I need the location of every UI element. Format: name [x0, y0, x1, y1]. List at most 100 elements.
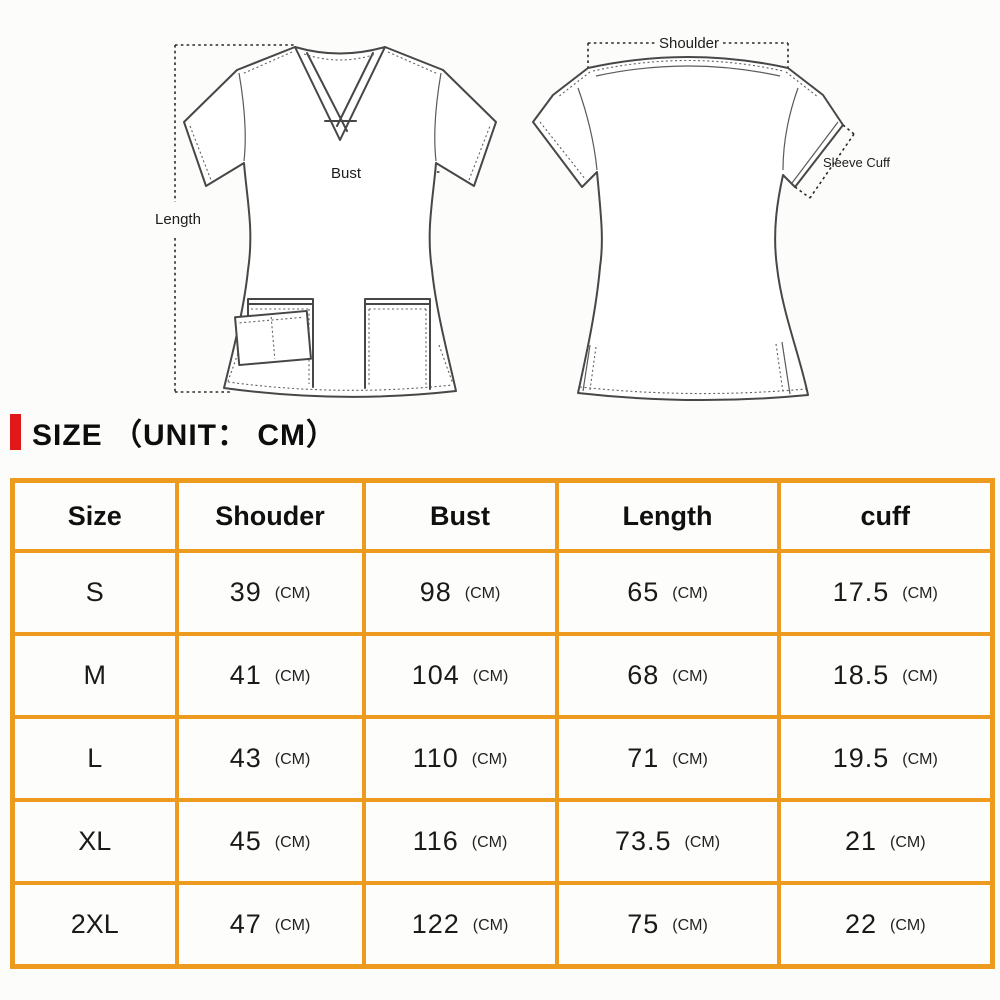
bust-label: Bust: [331, 165, 362, 182]
measure-number: 47: [229, 909, 262, 939]
cuff-value: 18.5 (CM): [776, 632, 995, 719]
measure-unit: (CM): [274, 916, 311, 934]
right-hip-pocket: [364, 298, 431, 390]
front-armhole-seams: [238, 72, 442, 162]
measure-number: 19.5: [832, 743, 890, 773]
measure-unit: (CM): [672, 916, 708, 934]
cuff-value: 19.5 (CM): [776, 715, 995, 802]
bust-value: 116 (CM): [361, 798, 559, 885]
measure-number: 45: [229, 826, 262, 856]
length-value: 71 (CM): [554, 715, 781, 802]
size-row-l: L 43 (CM) 110 (CM) 71 (CM) 19.5 (CM): [10, 715, 995, 802]
measure-unit: (CM): [472, 667, 509, 685]
back-side-slits: [582, 341, 791, 395]
garment-diagram-area: Length Bust Shoulder Sleeve Cuff: [0, 0, 1000, 405]
size-value: L: [10, 715, 179, 802]
measure-number: 110: [412, 743, 459, 773]
cuff-value: 17.5 (CM): [776, 549, 995, 636]
measure-unit: (CM): [672, 750, 708, 768]
measure-unit: (CM): [274, 833, 311, 851]
size-row-s: S 39 (CM) 98 (CM) 65 (CM) 17.5 (CM): [10, 549, 995, 636]
bust-value: 98 (CM): [361, 549, 559, 636]
length-label: Length: [155, 211, 201, 228]
right-cuff-inner-edge: [791, 121, 839, 184]
measure-number: 43: [229, 743, 262, 773]
shoulder-value: 47 (CM): [174, 881, 366, 969]
shoulder-label: Shoulder: [659, 35, 719, 52]
measure-unit: (CM): [471, 750, 508, 768]
length-value: 65 (CM): [554, 549, 781, 636]
measure-number: 122: [411, 909, 460, 939]
bust-value: 122 (CM): [361, 881, 559, 969]
measure-unit: (CM): [672, 584, 708, 602]
cuff-value: 22 (CM): [776, 881, 995, 969]
measure-number: 73.5: [614, 826, 672, 856]
measure-unit: (CM): [274, 667, 311, 685]
header-row: Size Shouder Bust Length cuff: [10, 478, 995, 553]
measure-unit: (CM): [902, 750, 938, 768]
measure-number: 71: [627, 743, 660, 773]
measure-number: 22: [844, 909, 877, 939]
column-header-size: Size: [10, 478, 179, 553]
bust-value: 104 (CM): [361, 632, 559, 719]
left-hip-pocket: [247, 298, 314, 388]
shoulder-value: 41 (CM): [174, 632, 366, 719]
measure-number: 104: [411, 660, 460, 690]
measure-unit: (CM): [890, 916, 926, 934]
sleeve-cuff-label: Sleeve Cuff: [823, 155, 890, 170]
measure-number: 116: [412, 826, 459, 856]
bust-value: 110 (CM): [361, 715, 559, 802]
size-value: M: [10, 632, 179, 719]
shoulder-value: 43 (CM): [174, 715, 366, 802]
section-title: SIZE （UNIT： CM）: [32, 419, 337, 452]
back-collar-band: [595, 65, 781, 77]
red-accent-bar: [10, 414, 21, 450]
measure-unit: (CM): [672, 667, 708, 685]
column-header-length: Length: [554, 478, 781, 553]
shoulder-value: 45 (CM): [174, 798, 366, 885]
measure-unit: (CM): [684, 833, 721, 851]
front-body-outline: [183, 46, 497, 398]
length-value: 68 (CM): [554, 632, 781, 719]
column-header-shoulder: Shouder: [174, 478, 366, 553]
sleeve-cuff-measure-line: [794, 124, 855, 199]
measure-number: 98: [419, 577, 452, 607]
measure-number: 41: [229, 660, 262, 690]
measure-number: 21: [844, 826, 877, 856]
measure-unit: (CM): [472, 916, 509, 934]
length-value: 73.5 (CM): [554, 798, 781, 885]
back-body-outline: [532, 56, 844, 402]
size-value: XL: [10, 798, 179, 885]
measure-number: 65: [627, 577, 660, 607]
size-row-m: M 41 (CM) 104 (CM) 68 (CM) 18.5 (CM): [10, 632, 995, 719]
right-hip-pocket-stitch: [368, 308, 427, 385]
measure-number: 39: [229, 577, 262, 607]
measure-number: 18.5: [832, 660, 890, 690]
length-value: 75 (CM): [554, 881, 781, 969]
measure-unit: (CM): [274, 750, 311, 768]
size-value: S: [10, 549, 179, 636]
front-garment-diagram: Length Bust: [155, 44, 497, 398]
measure-number: 17.5: [832, 577, 890, 607]
size-value: 2XL: [10, 881, 179, 969]
measure-unit: (CM): [902, 584, 938, 602]
measure-number: 68: [627, 660, 660, 690]
measure-unit: (CM): [902, 667, 938, 685]
back-armhole-seams: [577, 87, 799, 171]
size-row-2xl: 2XL 47 (CM) 122 (CM) 75 (CM) 22 (CM): [10, 881, 995, 969]
column-header-bust: Bust: [361, 478, 559, 553]
size-table: Size Shouder Bust Length cuff S 39 (CM) 9…: [10, 478, 995, 969]
measure-number: 75: [627, 909, 660, 939]
back-garment-diagram: Shoulder Sleeve Cuff: [532, 35, 890, 402]
column-header-cuff: cuff: [776, 478, 995, 553]
back-collar-stitch: [592, 59, 784, 72]
front-stitching: [189, 51, 491, 391]
cuff-value: 21 (CM): [776, 798, 995, 885]
measure-unit: (CM): [464, 584, 501, 602]
small-utility-pocket: [234, 309, 312, 367]
length-measure-line: [174, 44, 295, 393]
shoulder-value: 39 (CM): [174, 549, 366, 636]
vneck-band: [294, 46, 386, 141]
measure-unit: (CM): [471, 833, 508, 851]
